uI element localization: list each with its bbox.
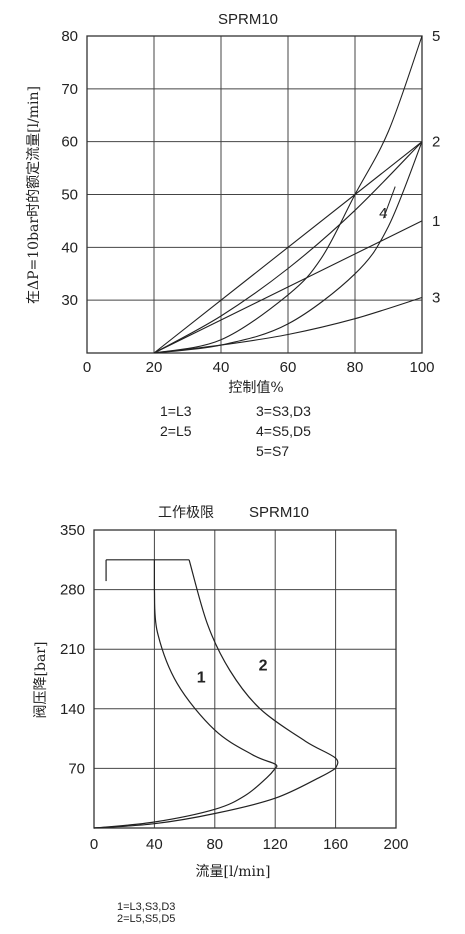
chart1-curve-label-5: 5 — [432, 28, 440, 45]
chart2-y-tick-label: 280 — [60, 582, 85, 599]
chart1-y-tick-label: 70 — [61, 81, 78, 98]
chart1-series-5-line — [153, 35, 423, 354]
chart1-series-4-line — [153, 141, 423, 354]
chart2-y-tick-label: 140 — [60, 701, 85, 718]
chart1-curve-label-4: 4 — [379, 205, 387, 222]
chart2-series-2-line — [93, 559, 339, 829]
chart2-title-en: SPRM10 — [249, 504, 309, 521]
chart1-series-2-line — [153, 141, 423, 354]
chart2-x-tick-label: 40 — [146, 836, 163, 853]
chart1-x-tick-label: 80 — [347, 359, 364, 376]
chart1-label-4-leader — [383, 186, 396, 219]
chart1-group: 0 20 40 60 80 100 30 40 50 60 70 80 5 2 1 3 4 SPRM10 控制值% 在… — [26, 11, 440, 459]
chart1-y-tick-label: 60 — [61, 134, 78, 151]
chart1-legend-entry: 4=S5,D5 — [256, 423, 311, 439]
chart1-legend-entry: 5=S7 — [256, 443, 289, 459]
chart1-x-tick-label: 0 — [83, 359, 91, 376]
chart1-series-1-line — [153, 220, 423, 354]
chart1-curve-label-3: 3 — [432, 290, 440, 307]
chart2-x-axis-label: 流量[l/min] — [196, 864, 271, 880]
chart2-plot-frame — [93, 529, 397, 829]
chart2-x-tick-label: 0 — [90, 836, 98, 853]
chart1-curve-label-1: 1 — [432, 213, 440, 230]
chart2-group: 0 40 80 120 160 200 70 140 210 280 350 1 2 工作极限 SPRM10… — [33, 504, 409, 925]
chart1-y-tick-label: 80 — [61, 28, 78, 45]
chart1-legend-entry: 3=S3,D3 — [256, 403, 311, 419]
chart2-x-tick-label: 200 — [383, 836, 408, 853]
chart1-x-tick-label: 40 — [213, 359, 230, 376]
chart2-x-tick-label: 160 — [323, 836, 348, 853]
chart2-legend-entry: 1=L3,S3,D3 — [117, 901, 175, 913]
chart2-y-tick-label: 70 — [68, 760, 85, 777]
chart1-x-tick-label: 100 — [409, 359, 434, 376]
chart2-legend-entry: 2=L5,S5,D5 — [117, 913, 175, 925]
chart1-title: SPRM10 — [218, 11, 278, 28]
chart1-series-3-line — [153, 296, 423, 354]
chart2-title-cn: 工作极限 — [158, 505, 214, 521]
chart2-y-tick-label: 350 — [60, 522, 85, 539]
chart1-plot-frame — [86, 35, 423, 354]
chart2-y-tick-label: 210 — [60, 641, 85, 658]
chart1-curve-label-2: 2 — [432, 134, 440, 151]
chart1-legend-entry: 1=L3 — [160, 403, 192, 419]
chart1-y-tick-label: 40 — [61, 239, 78, 256]
chart1-y-axis-label: 在ΔP=10bar时的额定流量[l/min] — [26, 86, 42, 304]
chart2-curve-label-1: 1 — [197, 669, 206, 686]
chart2-x-tick-label: 120 — [263, 836, 288, 853]
chart2-y-axis-label: 阀压降[bar] — [33, 642, 49, 719]
chart1-y-tick-label: 30 — [61, 292, 78, 309]
chart1-x-axis-label: 控制值% — [228, 380, 283, 396]
chart1-x-tick-label: 60 — [280, 359, 297, 376]
chart1-series-2-line — [153, 141, 423, 354]
chart2-x-tick-label: 80 — [206, 836, 223, 853]
chart2-series-1-line — [93, 559, 278, 829]
chart1-y-tick-label: 50 — [61, 187, 78, 204]
chart2-curve-label-2: 2 — [259, 658, 268, 675]
chart1-x-tick-label: 20 — [146, 359, 163, 376]
chart1-legend-entry: 2=L5 — [160, 423, 192, 439]
